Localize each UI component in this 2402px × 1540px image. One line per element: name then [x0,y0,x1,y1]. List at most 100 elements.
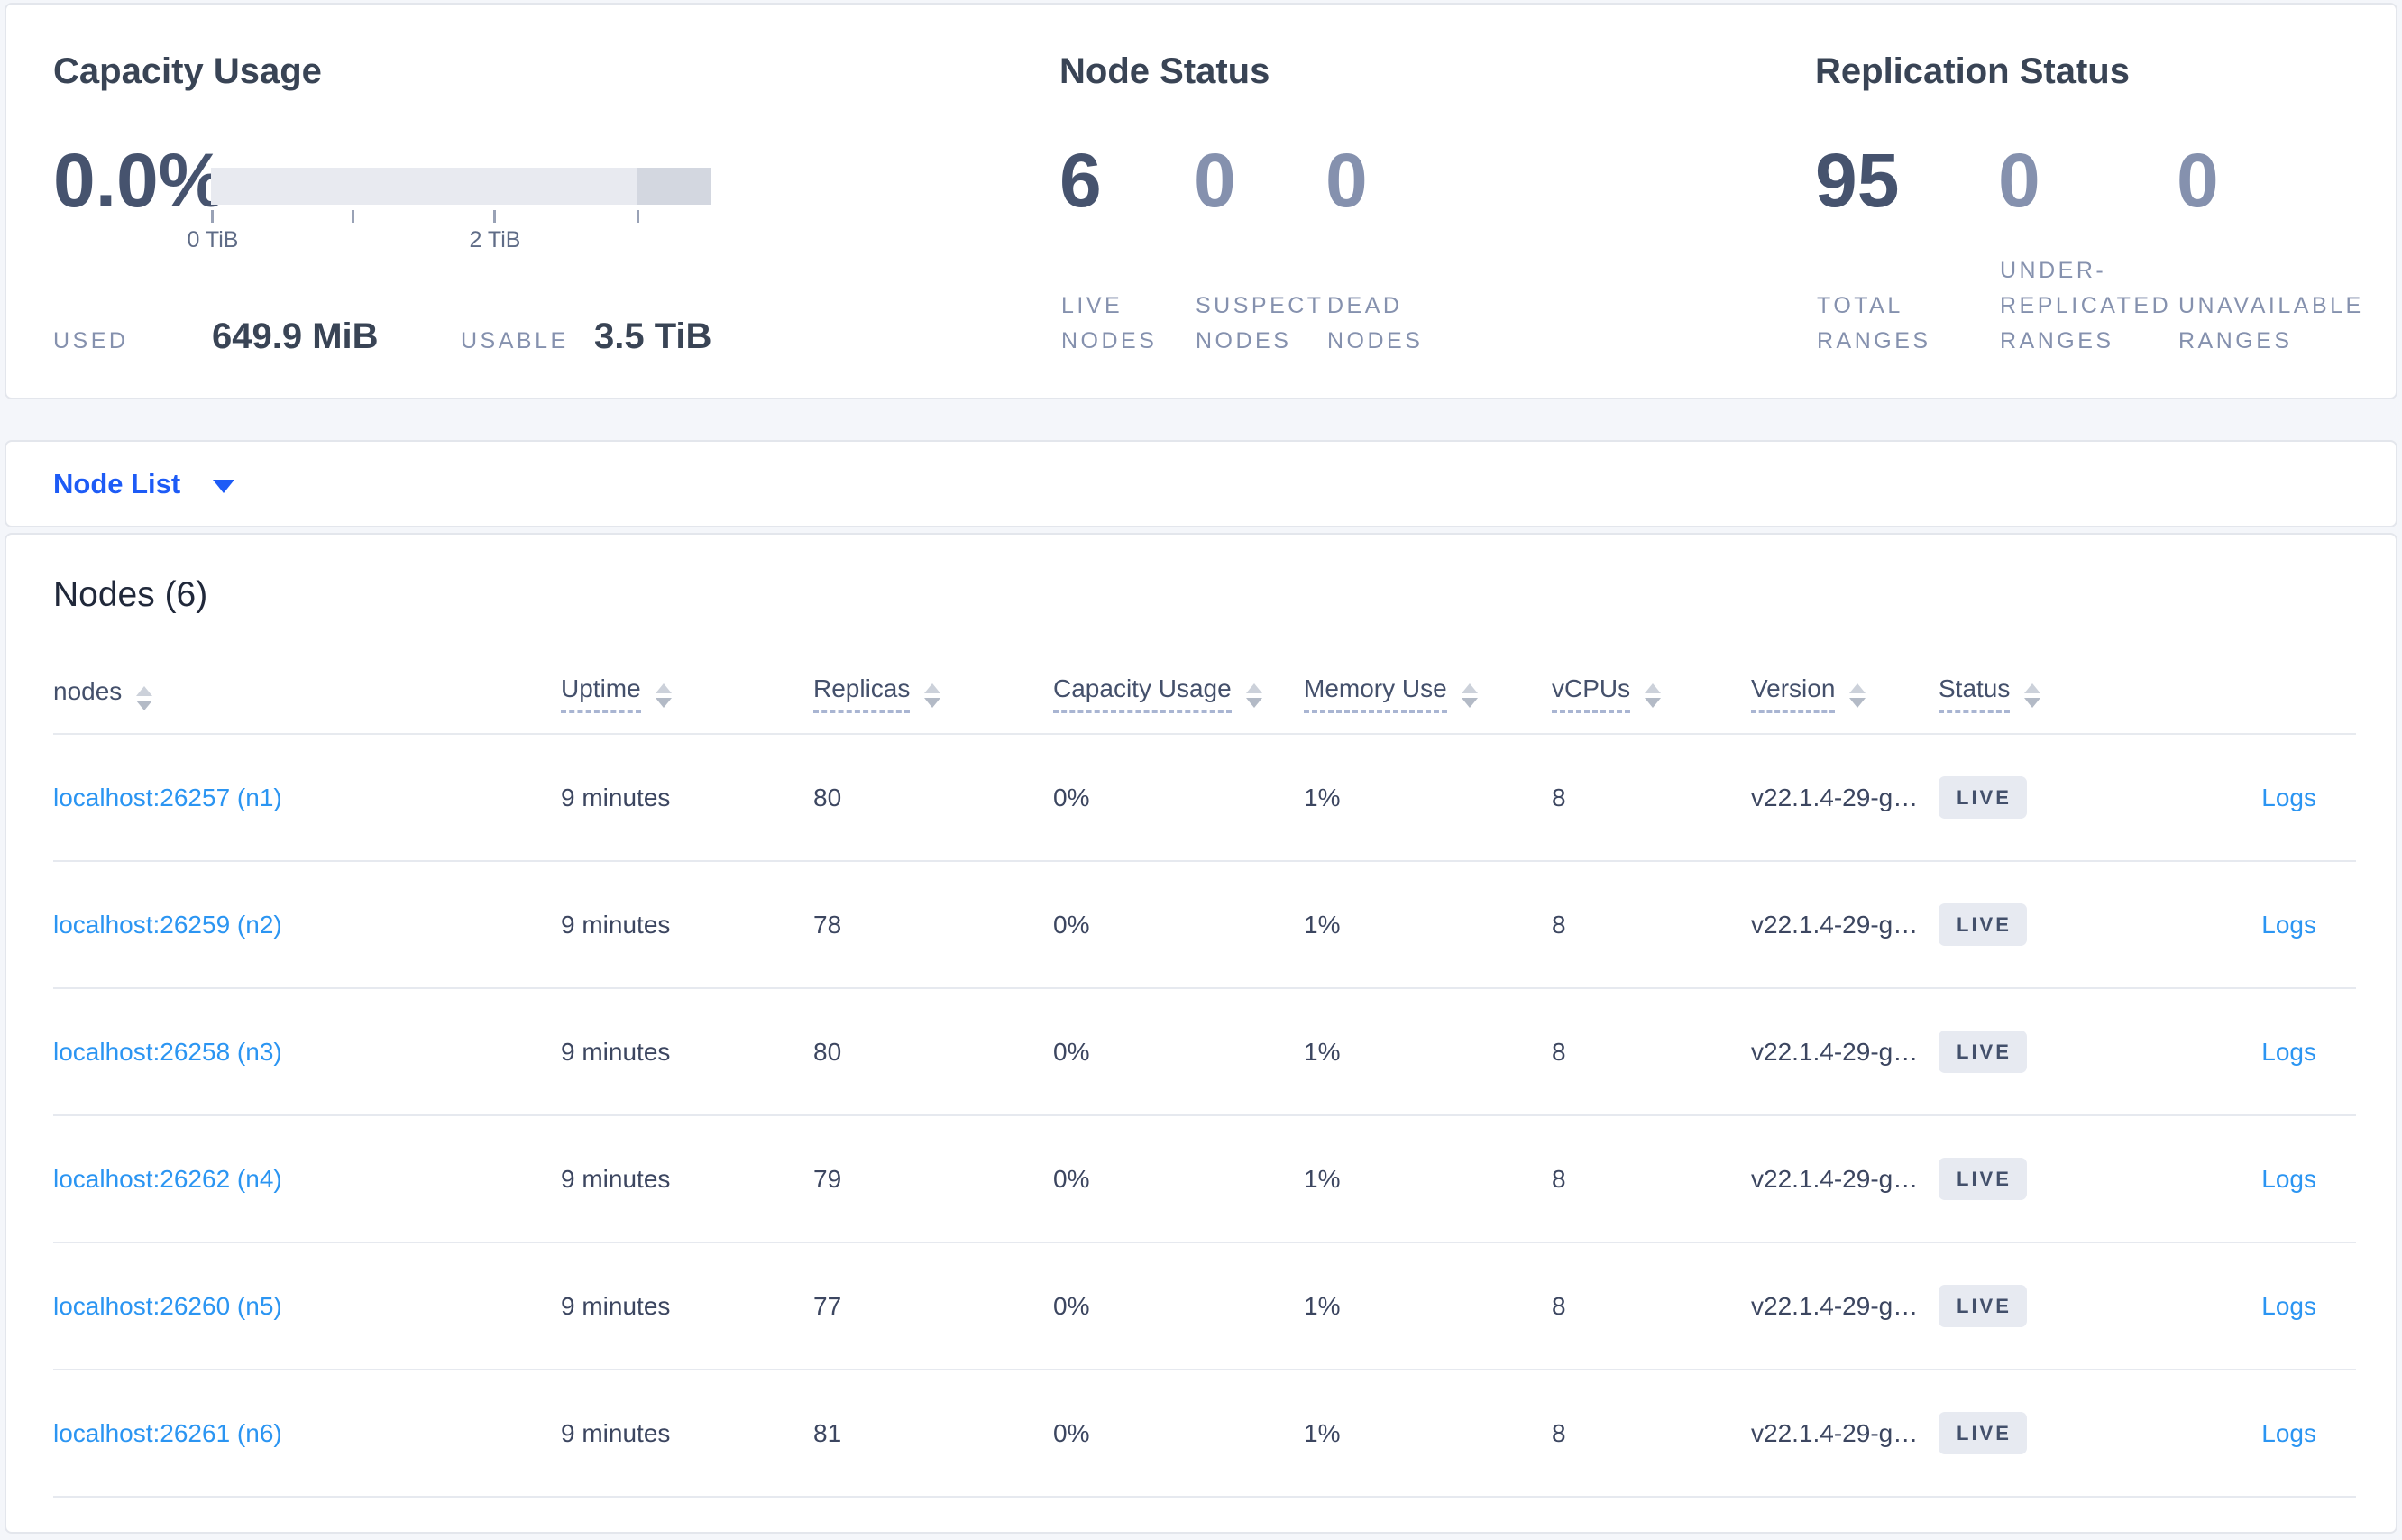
status-badge: LIVE [1939,1031,2027,1073]
replicas-cell: 80 [813,783,842,811]
status-badge: LIVE [1939,1412,2027,1454]
vcpus-cell: 8 [1552,783,1566,811]
vcpus-cell: 8 [1552,1291,1566,1320]
column-header-version[interactable]: Version [1751,674,1939,713]
table-row: localhost:26258 (n3) 9 minutes 80 0% 1% … [53,989,2356,1116]
replicas-cell: 81 [813,1418,842,1447]
uptime-cell: 9 minutes [561,1037,671,1066]
sort-icon [1245,683,1262,708]
node-list-dropdown[interactable]: Node List [53,442,235,526]
used-label: USED [53,328,129,353]
column-header-capacity-usage[interactable]: Capacity Usage [1053,674,1304,713]
memory-cell: 1% [1304,1037,1341,1066]
chevron-down-icon [213,480,235,493]
node-link[interactable]: localhost:26261 (n6) [53,1418,282,1447]
axis-tick [493,210,496,223]
nodes-section-heading: Nodes (6) [53,575,208,614]
version-cell: v22.1.4-29-g… [1751,783,1919,811]
capacity-cell: 0% [1053,1418,1090,1447]
version-cell: v22.1.4-29-g… [1751,1164,1919,1193]
version-cell: v22.1.4-29-g… [1751,1418,1919,1447]
vcpus-cell: 8 [1552,1037,1566,1066]
logs-link[interactable]: Logs [2261,910,2316,939]
table-row: localhost:26259 (n2) 9 minutes 78 0% 1% … [53,862,2356,989]
node-link[interactable]: localhost:26257 (n1) [53,783,282,811]
version-cell: v22.1.4-29-g… [1751,910,1919,939]
logs-link[interactable]: Logs [2261,1164,2316,1193]
column-header-uptime[interactable]: Uptime [561,674,813,713]
column-header-nodes[interactable]: nodes [53,677,561,713]
table-row: localhost:26260 (n5) 9 minutes 77 0% 1% … [53,1243,2356,1370]
total-ranges-stat: 95 TOTAL RANGES [1815,142,1998,398]
capacity-cell: 0% [1053,1037,1090,1066]
axis-tick [637,210,639,223]
sort-icon [136,686,153,710]
sort-icon [655,683,672,708]
sort-icon [1645,683,1662,708]
vcpus-cell: 8 [1552,1164,1566,1193]
unavailable-count: 0 [2177,138,2219,223]
capacity-usage-title: Capacity Usage [53,51,322,91]
live-nodes-label: LIVE NODES [1061,293,1158,353]
axis-tick [352,210,354,223]
under-replicated-label: UNDER- REPLICATED RANGES [2000,258,2172,353]
node-link[interactable]: localhost:26259 (n2) [53,910,282,939]
total-ranges-count: 95 [1815,138,1900,223]
total-ranges-label: TOTAL RANGES [1817,293,1931,353]
unavailable-ranges-stat: 0 UNAVAILABLE RANGES [2177,142,2366,398]
replicas-cell: 80 [813,1037,842,1066]
unavailable-label: UNAVAILABLE RANGES [2178,293,2364,353]
uptime-cell: 9 minutes [561,1418,671,1447]
capacity-percent: 0.0% [53,138,226,223]
usable-value: 3.5 TiB [594,316,712,356]
node-list-dropdown-label: Node List [53,467,181,500]
node-link[interactable]: localhost:26258 (n3) [53,1037,282,1066]
dead-nodes-label: DEAD NODES [1327,293,1424,353]
memory-cell: 1% [1304,1291,1341,1320]
column-header-status[interactable]: Status [1939,674,2164,713]
node-link[interactable]: localhost:26262 (n4) [53,1164,282,1193]
column-header-memory-use[interactable]: Memory Use [1304,674,1552,713]
capacity-cell: 0% [1053,783,1090,811]
memory-cell: 1% [1304,910,1341,939]
uptime-cell: 9 minutes [561,783,671,811]
replicas-cell: 79 [813,1164,842,1193]
uptime-cell: 9 minutes [561,1164,671,1193]
uptime-cell: 9 minutes [561,1291,671,1320]
sort-icon [2024,683,2041,708]
column-header-replicas[interactable]: Replicas [813,674,1053,713]
table-row: localhost:26261 (n6) 9 minutes 81 0% 1% … [53,1370,2356,1498]
live-nodes-stat: 6 LIVE NODES [1059,142,1194,398]
vcpus-cell: 8 [1552,1418,1566,1447]
suspect-nodes-count: 0 [1194,138,1236,223]
capacity-cell: 0% [1053,1164,1090,1193]
dead-nodes-stat: 0 DEAD NODES [1325,142,1470,398]
under-replicated-ranges-stat: 0 UNDER- REPLICATED RANGES [1998,142,2177,398]
sort-icon [1461,683,1478,708]
version-cell: v22.1.4-29-g… [1751,1037,1919,1066]
axis-tick-label: 0 TiB [187,227,239,252]
uptime-cell: 9 minutes [561,910,671,939]
memory-cell: 1% [1304,1418,1341,1447]
logs-link[interactable]: Logs [2261,783,2316,811]
status-badge: LIVE [1939,776,2027,819]
logs-link[interactable]: Logs [2261,1418,2316,1447]
logs-link[interactable]: Logs [2261,1291,2316,1320]
version-cell: v22.1.4-29-g… [1751,1291,1919,1320]
capacity-bar-tail [637,168,711,205]
status-badge: LIVE [1939,1285,2027,1327]
logs-link[interactable]: Logs [2261,1037,2316,1066]
column-header-vcpus[interactable]: vCPUs [1552,674,1751,713]
axis-tick [211,210,214,223]
usable-label: USABLE [461,328,569,353]
status-badge: LIVE [1939,1158,2027,1200]
node-link[interactable]: localhost:26260 (n5) [53,1291,282,1320]
status-badge: LIVE [1939,903,2027,946]
sort-icon [924,683,941,708]
capacity-usage-bar [211,168,711,205]
vcpus-cell: 8 [1552,910,1566,939]
used-value: 649.9 MiB [212,316,379,356]
node-status-title: Node Status [1059,51,1270,91]
view-selector-bar: Node List [5,440,2397,527]
dead-nodes-count: 0 [1325,138,1368,223]
